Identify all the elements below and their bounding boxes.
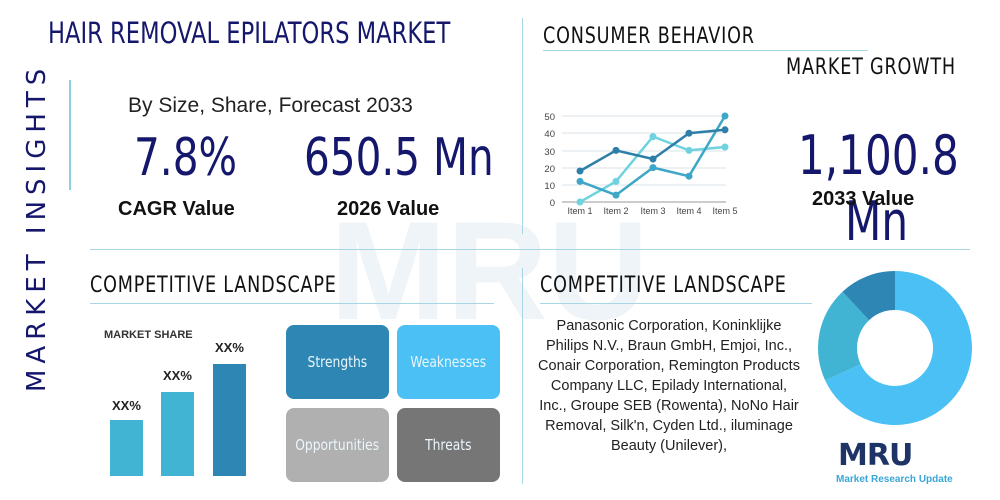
svg-text:Item 4: Item 4 [676, 206, 701, 216]
side-label: MARKET INSIGHTS [22, 62, 52, 392]
svg-text:50: 50 [544, 112, 555, 123]
watermark: MRU [330, 192, 649, 349]
swot-threats: Threats [397, 408, 500, 482]
competitive-landscape-heading-right: COMPETITIVE LANDSCAPE [540, 273, 787, 298]
side-divider [69, 80, 71, 190]
swot-weaknesses-label: Weaknesses [410, 353, 487, 371]
swot-opportunities: Opportunities [286, 408, 389, 482]
swot-threats-label: Threats [425, 436, 472, 454]
market-share-label: MARKET SHARE [104, 329, 193, 341]
consumer-behavior-heading: CONSUMER BEHAVIOR [543, 24, 755, 49]
value-2026-label: 2026 Value [337, 198, 440, 220]
divider-vertical-bottom [522, 268, 523, 484]
bar-label-3: XX% [215, 340, 244, 355]
competitive-landscape-underline-left [90, 303, 494, 304]
swot-opportunities-label: Opportunities [295, 436, 380, 454]
line-chart: 50 40 30 20 10 0 Item 1 Item 2 Item 3 It… [544, 112, 737, 216]
svg-text:10: 10 [544, 181, 555, 192]
logo-mark: MRU [838, 438, 913, 473]
bar-label-2: XX% [163, 368, 192, 383]
subtitle: By Size, Share, Forecast 2033 [128, 94, 413, 117]
value-2026: 650.5 Mn [304, 128, 494, 188]
svg-text:40: 40 [544, 129, 555, 140]
bar-2 [161, 392, 194, 476]
competitive-landscape-underline-right [540, 303, 812, 304]
market-growth-heading: MARKET GROWTH [786, 55, 956, 80]
donut-chart [818, 271, 973, 425]
cagr-label: CAGR Value [118, 198, 235, 220]
value-2033-unit: Mn [845, 190, 909, 253]
swot-strengths: Strengths [286, 325, 389, 399]
svg-text:0: 0 [550, 198, 555, 209]
companies-list: Panasonic Corporation, Koninklijke Phili… [538, 318, 800, 454]
horizontal-divider [90, 249, 970, 250]
svg-text:Item 5: Item 5 [712, 206, 737, 216]
divider-vertical-top [522, 18, 523, 234]
svg-text:Item 1: Item 1 [567, 206, 592, 216]
value-2033-label: 2033 Value [812, 188, 915, 210]
bar-label-1: XX% [112, 398, 141, 413]
svg-text:30: 30 [544, 147, 555, 158]
value-2033: 1,100.8 [798, 124, 959, 187]
bar-3 [213, 364, 246, 476]
bar-1 [110, 420, 143, 476]
swot-strengths-label: Strengths [307, 353, 368, 371]
competitive-landscape-heading-left: COMPETITIVE LANDSCAPE [90, 273, 337, 298]
consumer-behavior-underline [543, 50, 868, 51]
swot-weaknesses: Weaknesses [397, 325, 500, 399]
svg-text:Item 2: Item 2 [603, 206, 628, 216]
logo-text: Market Research Update [836, 474, 953, 485]
svg-text:Item 3: Item 3 [640, 206, 665, 216]
svg-text:20: 20 [544, 164, 555, 175]
cagr-value: 7.8% [134, 128, 238, 188]
page-title: HAIR REMOVAL EPILATORS MARKET [48, 16, 451, 50]
